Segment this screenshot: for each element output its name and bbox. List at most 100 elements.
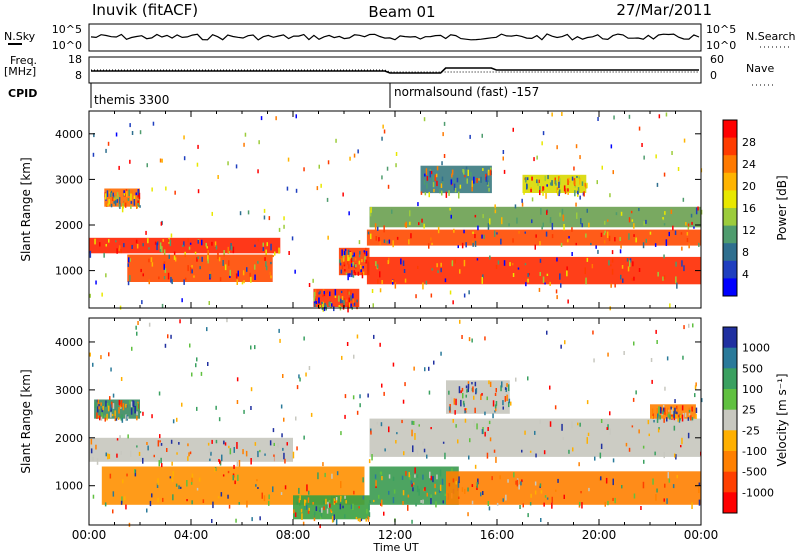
echo-point [656,182,659,187]
echo-speckle [412,445,414,453]
echo-point [549,281,551,286]
echo-speckle [488,380,490,385]
echo-point [283,417,285,422]
echo-point [395,152,398,156]
echo-point [534,490,537,495]
echo-point [514,204,517,209]
echo-point [633,341,635,346]
echo-point [559,212,561,217]
echo-speckle [103,252,105,258]
echo-speckle [530,188,532,193]
echo-point [610,144,613,149]
echo-speckle [314,511,316,517]
echo-point [208,301,210,305]
echo-speckle [665,239,668,246]
echo-point [131,245,133,249]
echo-speckle [341,265,344,270]
echo-speckle [100,416,103,421]
echo-speckle [348,297,350,303]
echo-point [92,494,95,499]
echo-point [183,135,185,140]
echo-speckle [96,458,99,465]
echo-speckle [493,230,496,237]
x-tick-label: 00:00 [684,528,719,542]
echo-speckle [319,290,321,294]
echo-speckle [691,406,693,411]
echo-speckle [394,281,397,289]
echo-speckle [236,279,238,285]
echo-speckle [667,472,669,479]
echo-point [663,275,666,280]
echo-point [243,409,245,414]
echo-speckle [496,232,498,235]
echo-speckle [455,480,457,485]
echo-speckle [246,500,248,508]
echo-speckle [224,264,227,271]
echo-point [497,260,500,265]
echo-speckle [118,245,121,249]
echo-speckle [546,184,548,187]
echo-speckle [318,303,320,309]
echo-point [593,358,595,363]
echo-point [609,193,611,198]
echo-speckle [324,303,326,309]
echo-speckle [156,483,159,488]
echo-speckle [391,209,393,214]
echo-point [120,377,123,381]
echo-speckle [408,239,410,245]
echo-speckle [416,474,419,478]
echo-point [341,355,343,360]
echo-speckle [315,506,318,511]
echo-speckle [588,222,590,228]
echo-point [597,249,599,254]
echo-point [452,300,454,305]
echo-speckle [500,385,502,392]
echo-speckle [329,291,331,297]
echo-point [674,453,676,458]
echo-speckle [612,478,614,486]
echo-speckle [118,197,121,204]
echo-speckle [97,415,100,418]
echo-speckle [116,453,118,458]
echo-speckle [109,473,112,479]
echo-point [527,376,529,381]
echo-speckle [462,392,464,399]
echo-speckle [489,169,492,176]
echo-point [692,323,694,328]
colorbar-tick-label: 12 [742,224,756,237]
echo-speckle [214,241,217,248]
echo-point [536,155,538,160]
echo-speckle [350,257,353,263]
echo-speckle [323,291,325,295]
x-tick-label: 20:00 [582,528,617,542]
echo-speckle [130,193,132,201]
echo-point [211,439,213,444]
echo-speckle [269,440,272,446]
echo-speckle [539,241,541,246]
echo-point [609,411,611,416]
echo-speckle [367,231,370,235]
echo-speckle [690,415,692,421]
echo-point [467,512,469,517]
echo-point [423,117,426,122]
echo-speckle [474,240,477,247]
echo-point [449,290,452,295]
echo-point [463,293,466,298]
echo-point [481,234,483,239]
echo-speckle [379,241,381,246]
echo-speckle [476,178,478,183]
echo-speckle [426,175,429,181]
echo-speckle [461,242,464,249]
echo-speckle [471,500,474,505]
echo-speckle [506,383,508,387]
echo-speckle [461,487,464,492]
echo-point [512,127,514,132]
echo-point [262,242,264,247]
echo-point [236,400,239,404]
echo-speckle [661,411,663,416]
echo-speckle [544,175,546,182]
nsearch-tick-bottom: 10^0 [706,39,736,52]
echo-point [349,156,351,161]
echo-speckle [584,267,586,275]
echo-speckle [344,514,346,519]
